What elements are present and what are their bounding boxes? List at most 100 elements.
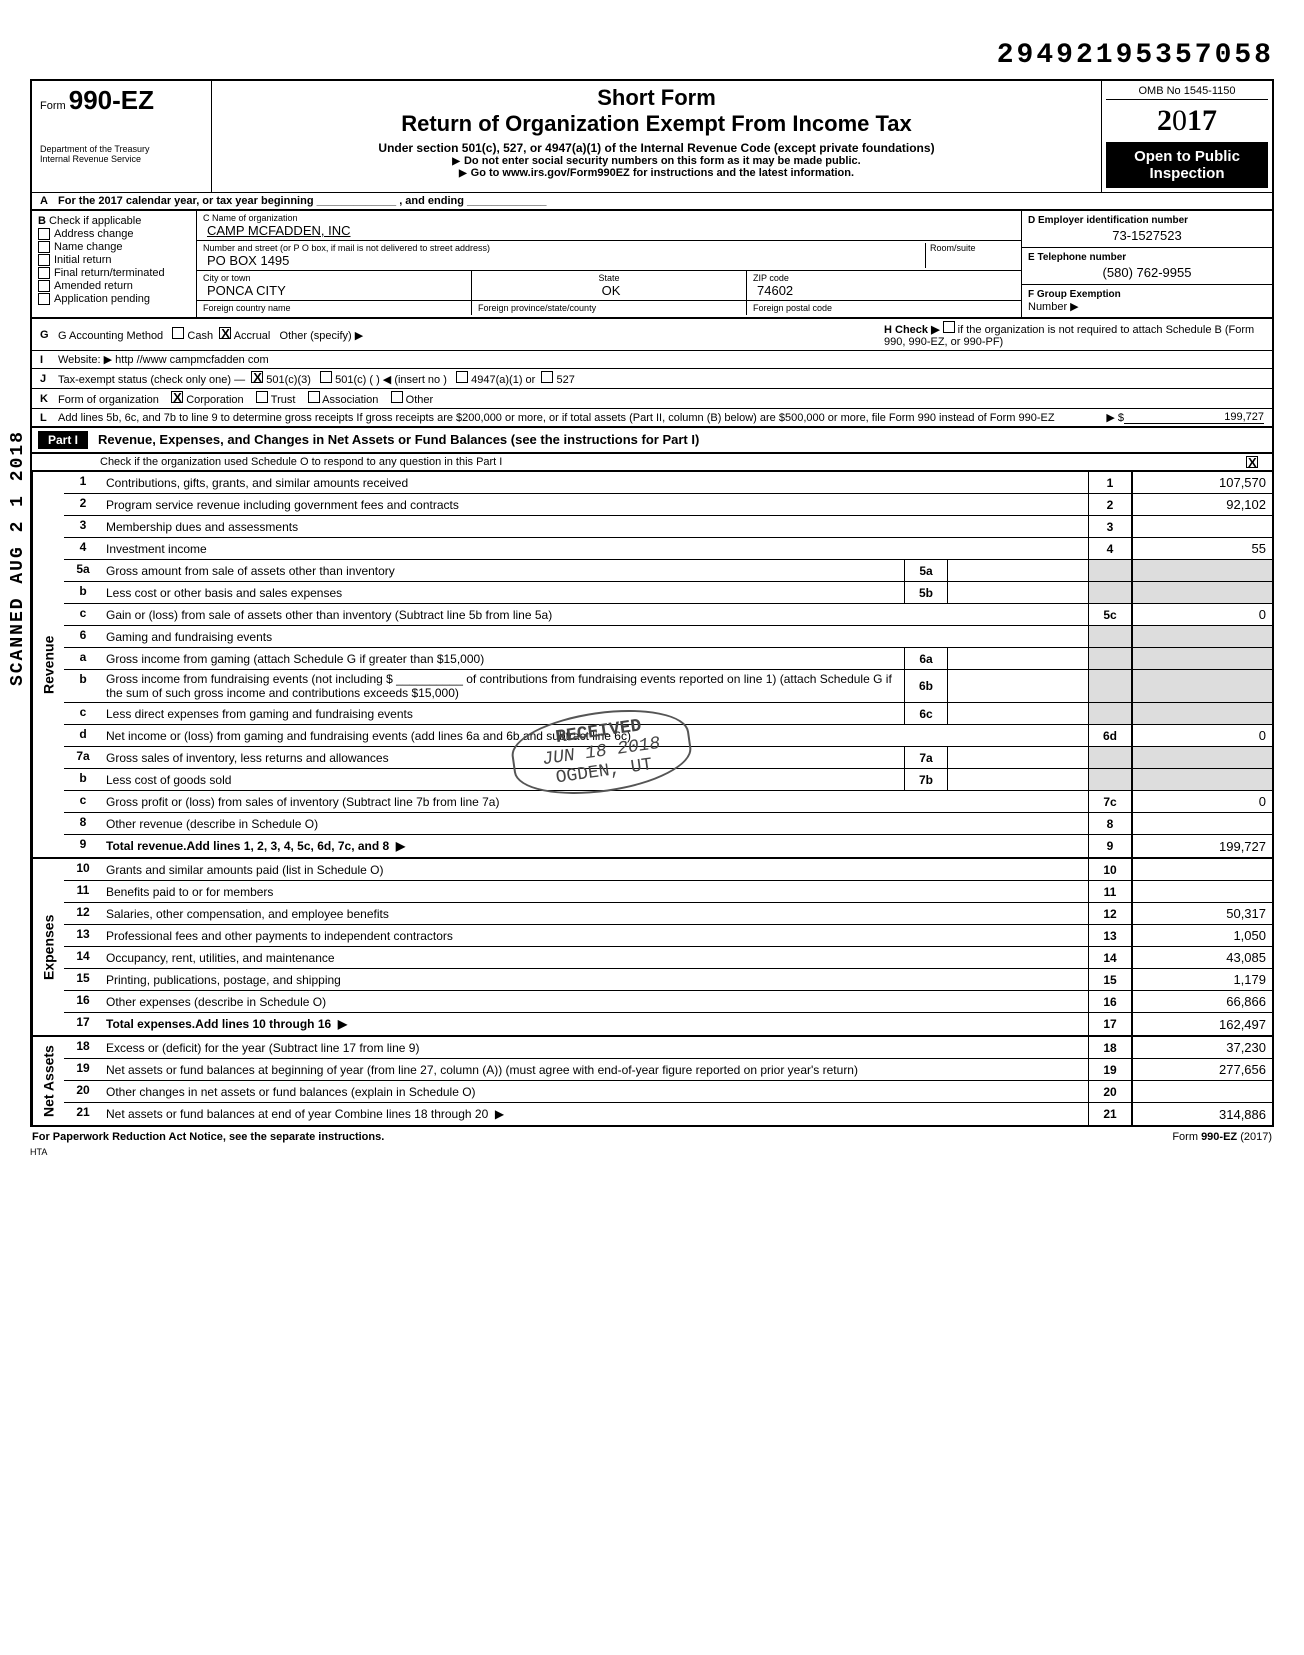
chk-address-change[interactable]: Address change [38, 228, 190, 240]
chk-amended[interactable]: Amended return [38, 280, 190, 292]
lines-g-to-l: G G Accounting Method Cash Accrual Other… [30, 319, 1274, 428]
line-ref: 14 [1088, 947, 1132, 968]
line-value: 50,317 [1132, 903, 1272, 924]
shaded-cell [1088, 582, 1132, 603]
line-description: Gross amount from sale of assets other t… [102, 560, 904, 581]
table-row: aGross income from gaming (attach Schedu… [64, 648, 1272, 670]
inner-line-value [948, 747, 1088, 768]
line-number: 6 [64, 626, 102, 647]
line-ref: 12 [1088, 903, 1132, 924]
line-number: 15 [64, 969, 102, 990]
line-value [1132, 813, 1272, 834]
line-number: 7a [64, 747, 102, 768]
line-value [1132, 1081, 1272, 1102]
form-prefix: Form [40, 100, 66, 112]
shaded-cell [1088, 670, 1132, 702]
shaded-cell [1132, 582, 1272, 603]
table-row: 19Net assets or fund balances at beginni… [64, 1059, 1272, 1081]
line-number: 12 [64, 903, 102, 924]
chk-cash[interactable] [172, 327, 184, 339]
line-description: Other expenses (describe in Schedule O) [102, 991, 1088, 1012]
line-description: Contributions, gifts, grants, and simila… [102, 472, 1088, 493]
shaded-cell [1132, 747, 1272, 768]
chk-4947a1[interactable] [456, 371, 468, 383]
line-value: 92,102 [1132, 494, 1272, 515]
table-row: 11Benefits paid to or for members11 [64, 881, 1272, 903]
chk-association[interactable] [308, 391, 320, 403]
line-description: Less direct expenses from gaming and fun… [102, 703, 904, 724]
inner-line-ref: 6a [904, 648, 948, 669]
table-row: 20Other changes in net assets or fund ba… [64, 1081, 1272, 1103]
chk-final-return[interactable]: Final return/terminated [38, 267, 190, 279]
line-description: Total expenses. Add lines 10 through 16 … [102, 1013, 1088, 1035]
table-row: 15Printing, publications, postage, and s… [64, 969, 1272, 991]
line-value: 55 [1132, 538, 1272, 559]
shaded-cell [1132, 560, 1272, 581]
line-description: Grants and similar amounts paid (list in… [102, 859, 1088, 880]
line-number: 5a [64, 560, 102, 581]
inner-line-value [948, 560, 1088, 581]
line-number: 4 [64, 538, 102, 559]
entity-info-block: B Check if applicable Address change Nam… [30, 211, 1274, 319]
line-ref: 18 [1088, 1037, 1132, 1058]
line-value: 277,656 [1132, 1059, 1272, 1080]
state: OK [478, 283, 740, 298]
table-row: dNet income or (loss) from gaming and fu… [64, 725, 1272, 747]
table-row: 3Membership dues and assessments3 [64, 516, 1272, 538]
chk-accrual[interactable] [219, 327, 231, 339]
chk-application-pending[interactable]: Application pending [38, 293, 190, 305]
line-value [1132, 516, 1272, 537]
part-badge: Part I [38, 431, 88, 449]
line-ref: 1 [1088, 472, 1132, 493]
ein-phone-block: D Employer identification number 73-1527… [1022, 211, 1272, 317]
street-cell: Number and street (or P O box, if mail i… [197, 241, 1021, 271]
chk-501c[interactable] [320, 371, 332, 383]
sidebar-revenue: Revenue [32, 472, 64, 857]
chk-initial-return[interactable]: Initial return [38, 254, 190, 266]
inner-line-value [948, 769, 1088, 790]
ein-value: 73-1527523 [1028, 226, 1266, 243]
table-row: bLess cost or other basis and sales expe… [64, 582, 1272, 604]
line-value: 162,497 [1132, 1013, 1272, 1035]
chk-corporation[interactable] [171, 391, 183, 403]
table-row: 18Excess or (deficit) for the year (Subt… [64, 1037, 1272, 1059]
line-number: 14 [64, 947, 102, 968]
line-description: Benefits paid to or for members [102, 881, 1088, 902]
line-value: 0 [1132, 604, 1272, 625]
line-description: Occupancy, rent, utilities, and maintena… [102, 947, 1088, 968]
line-description: Other revenue (describe in Schedule O) [102, 813, 1088, 834]
header-right-block: OMB No 1545-1150 20201717 Open to Public… [1102, 81, 1272, 192]
line-description: Gross profit or (loss) from sales of inv… [102, 791, 1088, 812]
line-ref: 13 [1088, 925, 1132, 946]
table-row: 8Other revenue (describe in Schedule O)8 [64, 813, 1272, 835]
line-description: Program service revenue including govern… [102, 494, 1088, 515]
chk-schedule-o[interactable] [1246, 456, 1258, 468]
line-value [1132, 881, 1272, 902]
line-ref: 2 [1088, 494, 1132, 515]
chk-501c3[interactable] [251, 371, 263, 383]
table-row: 13Professional fees and other payments t… [64, 925, 1272, 947]
line-ref: 21 [1088, 1103, 1132, 1125]
table-row: 6Gaming and fundraising events [64, 626, 1272, 648]
inner-line-ref: 6c [904, 703, 948, 724]
line-ref: 17 [1088, 1013, 1132, 1035]
chk-trust[interactable] [256, 391, 268, 403]
subtitle-3: Go to www.irs.gov/Form990EZ for instruct… [224, 167, 1089, 179]
revenue-table: Revenue 1Contributions, gifts, grants, a… [30, 472, 1274, 859]
line-ref: 8 [1088, 813, 1132, 834]
dept-line-1: Department of the Treasury [40, 144, 203, 154]
table-row: 21Net assets or fund balances at end of … [64, 1103, 1272, 1125]
line-number: 13 [64, 925, 102, 946]
line-number: b [64, 670, 102, 702]
shaded-cell [1132, 648, 1272, 669]
table-row: bGross income from fundraising events (n… [64, 670, 1272, 703]
line-ref: 7c [1088, 791, 1132, 812]
form-id-block: Form 990-EZ Department of the Treasury I… [32, 81, 212, 192]
chk-527[interactable] [541, 371, 553, 383]
chk-other-org[interactable] [391, 391, 403, 403]
form-title-block: Short Form Return of Organization Exempt… [212, 81, 1102, 192]
line-number: 9 [64, 835, 102, 857]
zip: 74602 [753, 283, 1015, 298]
form-footer-id: Form 990-EZ (2017) [1172, 1131, 1272, 1143]
chk-name-change[interactable]: Name change [38, 241, 190, 253]
